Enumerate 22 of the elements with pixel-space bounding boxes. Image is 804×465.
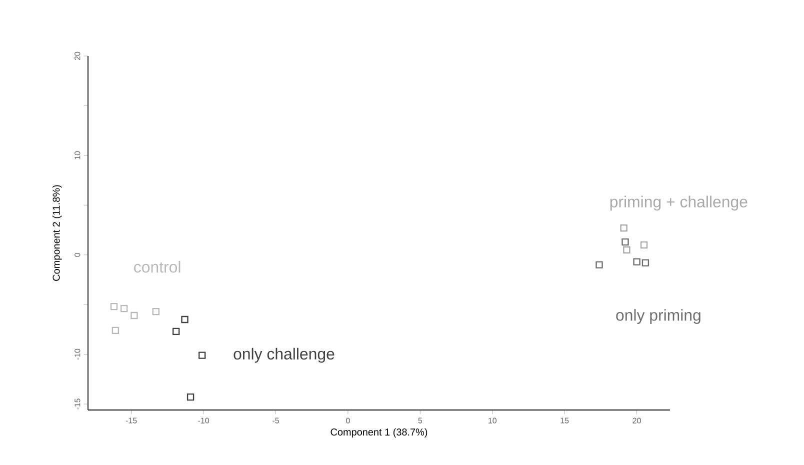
point: [110, 302, 118, 310]
point: [152, 308, 160, 316]
point: [186, 393, 194, 401]
point: [112, 326, 120, 334]
text: only priming: [616, 309, 700, 324]
text: control: [134, 260, 180, 273]
point: [198, 352, 206, 359]
point: [181, 316, 188, 324]
point: [130, 312, 138, 320]
point: [172, 328, 180, 336]
point: [640, 241, 648, 249]
point: [620, 224, 628, 232]
y-axis-title: Component 2 (11.8%): [52, 185, 62, 281]
series-label: only challenge: [234, 348, 334, 363]
point: [622, 238, 629, 246]
series-label: priming + challenge: [610, 196, 748, 211]
point: [642, 259, 650, 266]
point: [120, 304, 128, 312]
x-axis-title: Component 1 (38.7%): [330, 428, 428, 438]
point: [623, 246, 630, 254]
point: [633, 258, 640, 266]
point: [596, 261, 603, 268]
